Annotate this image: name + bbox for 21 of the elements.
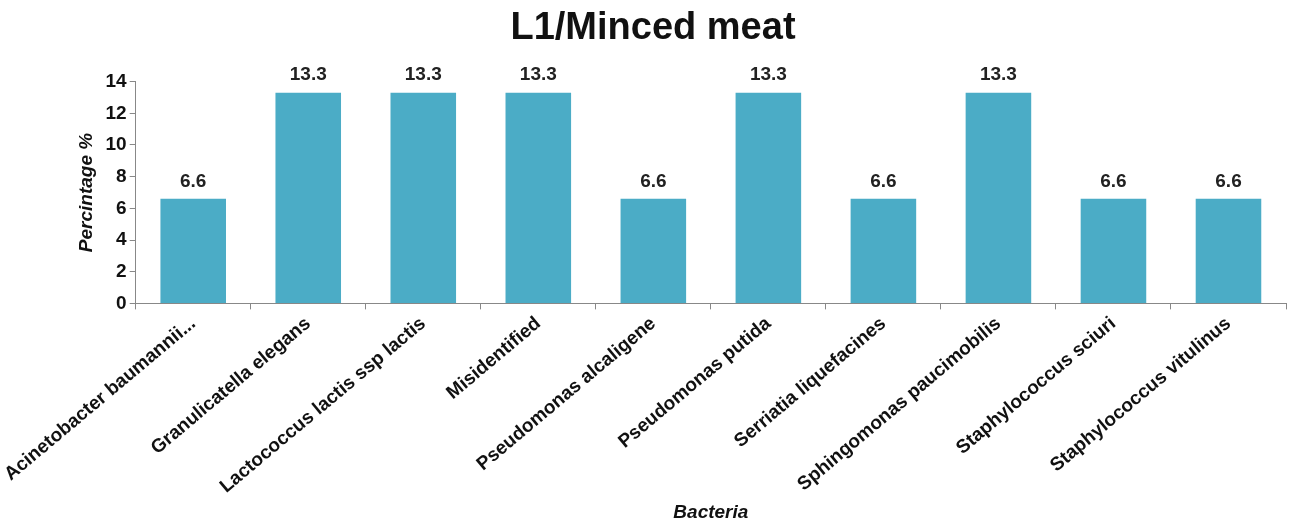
y-tick-label: 4	[116, 228, 128, 250]
y-tick-label: 6	[116, 196, 127, 218]
data-label: 13.3	[749, 63, 787, 85]
y-tick-label: 10	[105, 133, 127, 155]
data-label: 6.6	[180, 169, 207, 191]
y-tick-label: 8	[116, 164, 127, 186]
data-label: 6.6	[870, 169, 897, 191]
y-tick-label: 12	[105, 101, 127, 123]
y-tick-label: 2	[116, 259, 127, 281]
x-axis-title: Bacteria	[673, 500, 749, 522]
data-label: 13.3	[519, 63, 557, 85]
data-label: 13.3	[289, 63, 327, 85]
chart-title: L1/Minced meat	[510, 5, 796, 48]
data-label: 6.6	[1215, 169, 1242, 191]
y-tick-label: 0	[116, 291, 127, 313]
data-label: 6.6	[1100, 169, 1127, 191]
y-axis-title: Percintage %	[75, 132, 97, 253]
y-tick-label: 14	[105, 69, 128, 91]
data-label: 6.6	[640, 169, 667, 191]
data-label: 13.3	[979, 63, 1017, 85]
data-label: 13.3	[404, 63, 442, 85]
